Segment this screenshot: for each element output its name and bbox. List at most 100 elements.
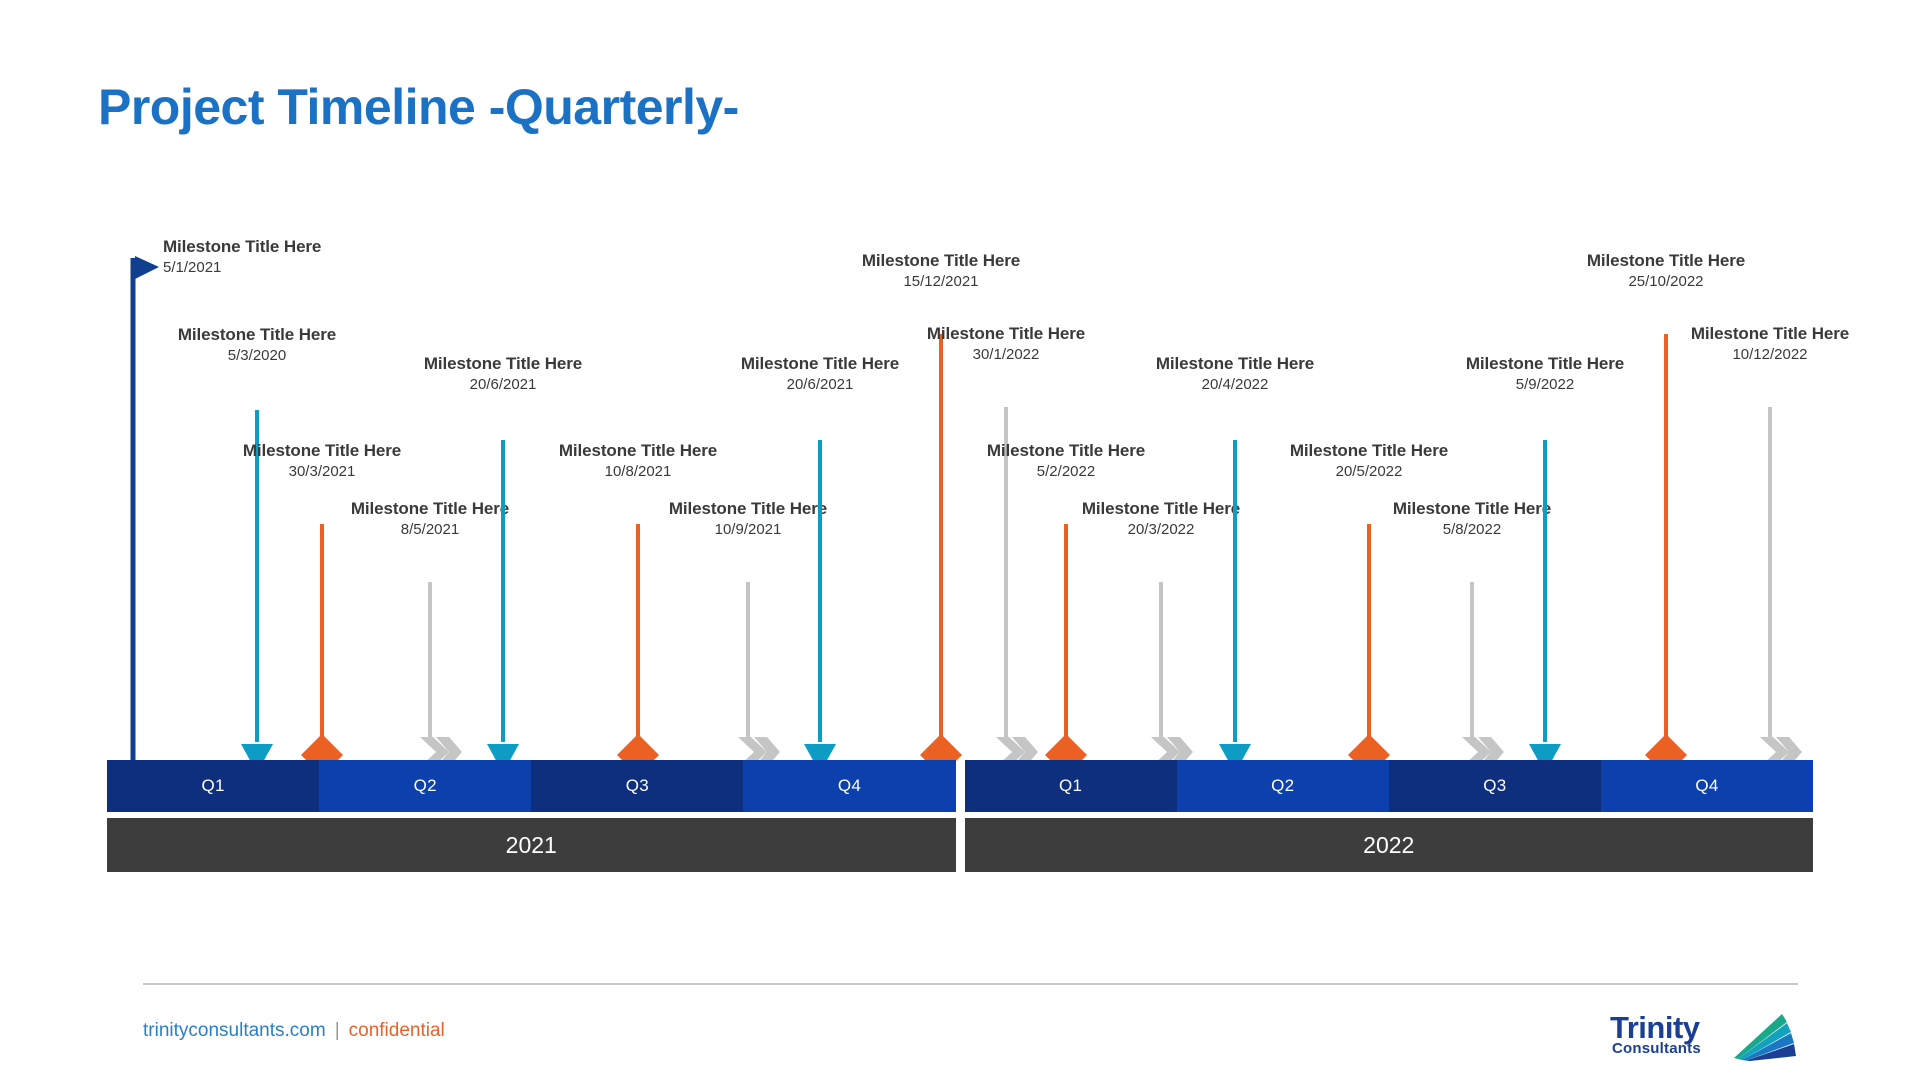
year-label: 2021	[505, 831, 557, 858]
milestone-label: Milestone Title Here 20/3/2022	[1056, 499, 1266, 539]
milestone-stem	[818, 440, 822, 742]
milestone-date: 10/12/2022	[1732, 345, 1808, 363]
quarter-bar: Q1 Q2 Q3 Q4 Q1 Q2 Q3 Q4	[107, 760, 1813, 812]
milestone-title: Milestone Title Here	[926, 324, 1086, 343]
milestone-stem	[320, 524, 324, 755]
milestone-title: Milestone Title Here	[668, 499, 828, 518]
quarter-label: Q1	[201, 776, 225, 795]
trinity-consultants-logo: Trinity Consultants	[1610, 1010, 1800, 1068]
milestone-date: 25/10/2022	[1628, 272, 1704, 290]
milestone-stem	[1367, 524, 1371, 755]
milestone-title: Milestone Title Here	[1690, 324, 1850, 343]
milestone-marker-arrow-icon	[1528, 742, 1562, 776]
milestone-label: Milestone Title Here 25/10/2022	[1561, 251, 1771, 291]
milestone-marker-arrow-icon	[803, 742, 837, 776]
milestone-marker-arrow-icon	[240, 742, 274, 776]
milestone-title: Milestone Title Here	[861, 251, 1021, 270]
milestone-stem	[1159, 582, 1163, 745]
milestone-label: Milestone Title Here 20/6/2021	[715, 354, 925, 394]
quarter-cell-2022-Q4: Q4	[1600, 760, 1813, 812]
quarter-label: Q3	[625, 776, 649, 795]
milestone-date: 30/1/2022	[972, 345, 1040, 363]
milestone-date: 30/3/2021	[288, 462, 356, 480]
logo-fan-icon	[1732, 1012, 1798, 1067]
milestone-label: Milestone Title Here 5/2/2022	[961, 441, 1171, 481]
milestone-title: Milestone Title Here	[1155, 354, 1315, 373]
quarter-label: Q2	[1271, 776, 1295, 795]
footer-website-link[interactable]: trinityconsultants.com	[143, 1020, 326, 1041]
milestone-marker-arrow-icon	[486, 742, 520, 776]
milestone-date: 20/3/2022	[1127, 520, 1195, 538]
year-band-2021: 2021	[107, 818, 956, 872]
milestone-label: Milestone Title Here 30/1/2022	[901, 324, 1111, 364]
milestone-stem	[746, 582, 750, 745]
quarter-label: Q4	[1695, 776, 1719, 795]
milestone-stem	[1664, 334, 1668, 755]
footer-separator: |	[334, 1020, 340, 1041]
milestone-stem	[255, 410, 259, 742]
quarter-label: Q2	[413, 776, 437, 795]
milestone-label: Milestone Title Here 5/3/2020	[152, 325, 362, 365]
milestone-label: Milestone Title Here 30/3/2021	[217, 441, 427, 481]
milestone-stem	[1768, 407, 1772, 745]
quarter-cell-2021-Q4: Q4	[743, 760, 956, 812]
year-label: 2022	[1363, 831, 1415, 858]
quarter-cell-2021-Q1: Q1	[107, 760, 320, 812]
footer-confidential-label: confidential	[348, 1020, 445, 1041]
page-title: Project Timeline -Quarterly-	[98, 79, 739, 135]
milestone-stem	[1004, 407, 1008, 745]
milestone-title: Milestone Title Here	[242, 441, 402, 460]
milestone-title: Milestone Title Here	[558, 441, 718, 460]
milestone-date: 5/3/2020	[227, 346, 287, 364]
quarter-cell-2022-Q1: Q1	[964, 760, 1177, 812]
year-bar: 2021 2022	[107, 818, 1813, 872]
milestone-date: 20/4/2022	[1201, 375, 1269, 393]
milestone-label: Milestone Title Here 20/5/2022	[1264, 441, 1474, 481]
milestone-label: Milestone Title Here 20/4/2022	[1130, 354, 1340, 394]
milestone-date: 5/2/2022	[1036, 462, 1096, 480]
quarter-label: Q1	[1059, 776, 1083, 795]
milestone-title: Milestone Title Here	[1586, 251, 1746, 270]
milestone-title: Milestone Title Here	[740, 354, 900, 373]
milestone-date: 20/6/2021	[469, 375, 537, 393]
milestone-title: Milestone Title Here	[177, 325, 337, 344]
quarter-cell-2021-Q2: Q2	[319, 760, 532, 812]
milestone-date: 10/9/2021	[714, 520, 782, 538]
milestone-label: Milestone Title Here 10/12/2022	[1665, 324, 1875, 364]
milestone-stem	[939, 334, 943, 755]
quarter-cell-2022-Q2: Q2	[1176, 760, 1389, 812]
milestone-stem	[130, 258, 136, 762]
milestone-title: Milestone Title Here	[350, 499, 510, 518]
milestone-label: Milestone Title Here 20/6/2021	[398, 354, 608, 394]
milestone-label: Milestone Title Here 5/9/2022	[1440, 354, 1650, 394]
milestone-date: 5/9/2022	[1515, 375, 1575, 393]
milestone-stem	[501, 440, 505, 742]
footer-divider	[143, 983, 1798, 985]
milestone-stem	[1064, 524, 1068, 755]
milestone-stem	[428, 582, 432, 745]
logo-wordmark: Trinity	[1610, 1010, 1700, 1045]
milestone-label: Milestone Title Here 15/12/2021	[836, 251, 1046, 291]
milestone-title: Milestone Title Here	[1392, 499, 1552, 518]
year-band-2022: 2022	[964, 818, 1813, 872]
milestone-stem	[1543, 440, 1547, 742]
quarter-label: Q3	[1483, 776, 1507, 795]
milestone-stem	[1233, 440, 1237, 742]
milestone-marker-flag-icon	[134, 255, 160, 281]
milestone-title: Milestone Title Here	[1289, 441, 1449, 460]
milestone-date: 5/1/2021	[163, 258, 222, 276]
milestone-date: 15/12/2021	[903, 272, 979, 290]
milestone-stem	[636, 524, 640, 755]
milestone-title: Milestone Title Here	[986, 441, 1146, 460]
logo-subtitle: Consultants	[1612, 1040, 1701, 1057]
milestone-title: Milestone Title Here	[423, 354, 583, 373]
milestone-date: 10/8/2021	[604, 462, 672, 480]
milestone-label: Milestone Title Here 5/1/2021	[163, 237, 333, 277]
milestone-date: 8/5/2021	[400, 520, 460, 538]
quarter-cell-2022-Q3: Q3	[1388, 760, 1601, 812]
milestone-label: Milestone Title Here 10/9/2021	[643, 499, 853, 539]
milestone-label: Milestone Title Here 8/5/2021	[325, 499, 535, 539]
milestone-title: Milestone Title Here	[1465, 354, 1625, 373]
milestone-date: 20/6/2021	[786, 375, 854, 393]
milestone-date: 20/5/2022	[1335, 462, 1403, 480]
